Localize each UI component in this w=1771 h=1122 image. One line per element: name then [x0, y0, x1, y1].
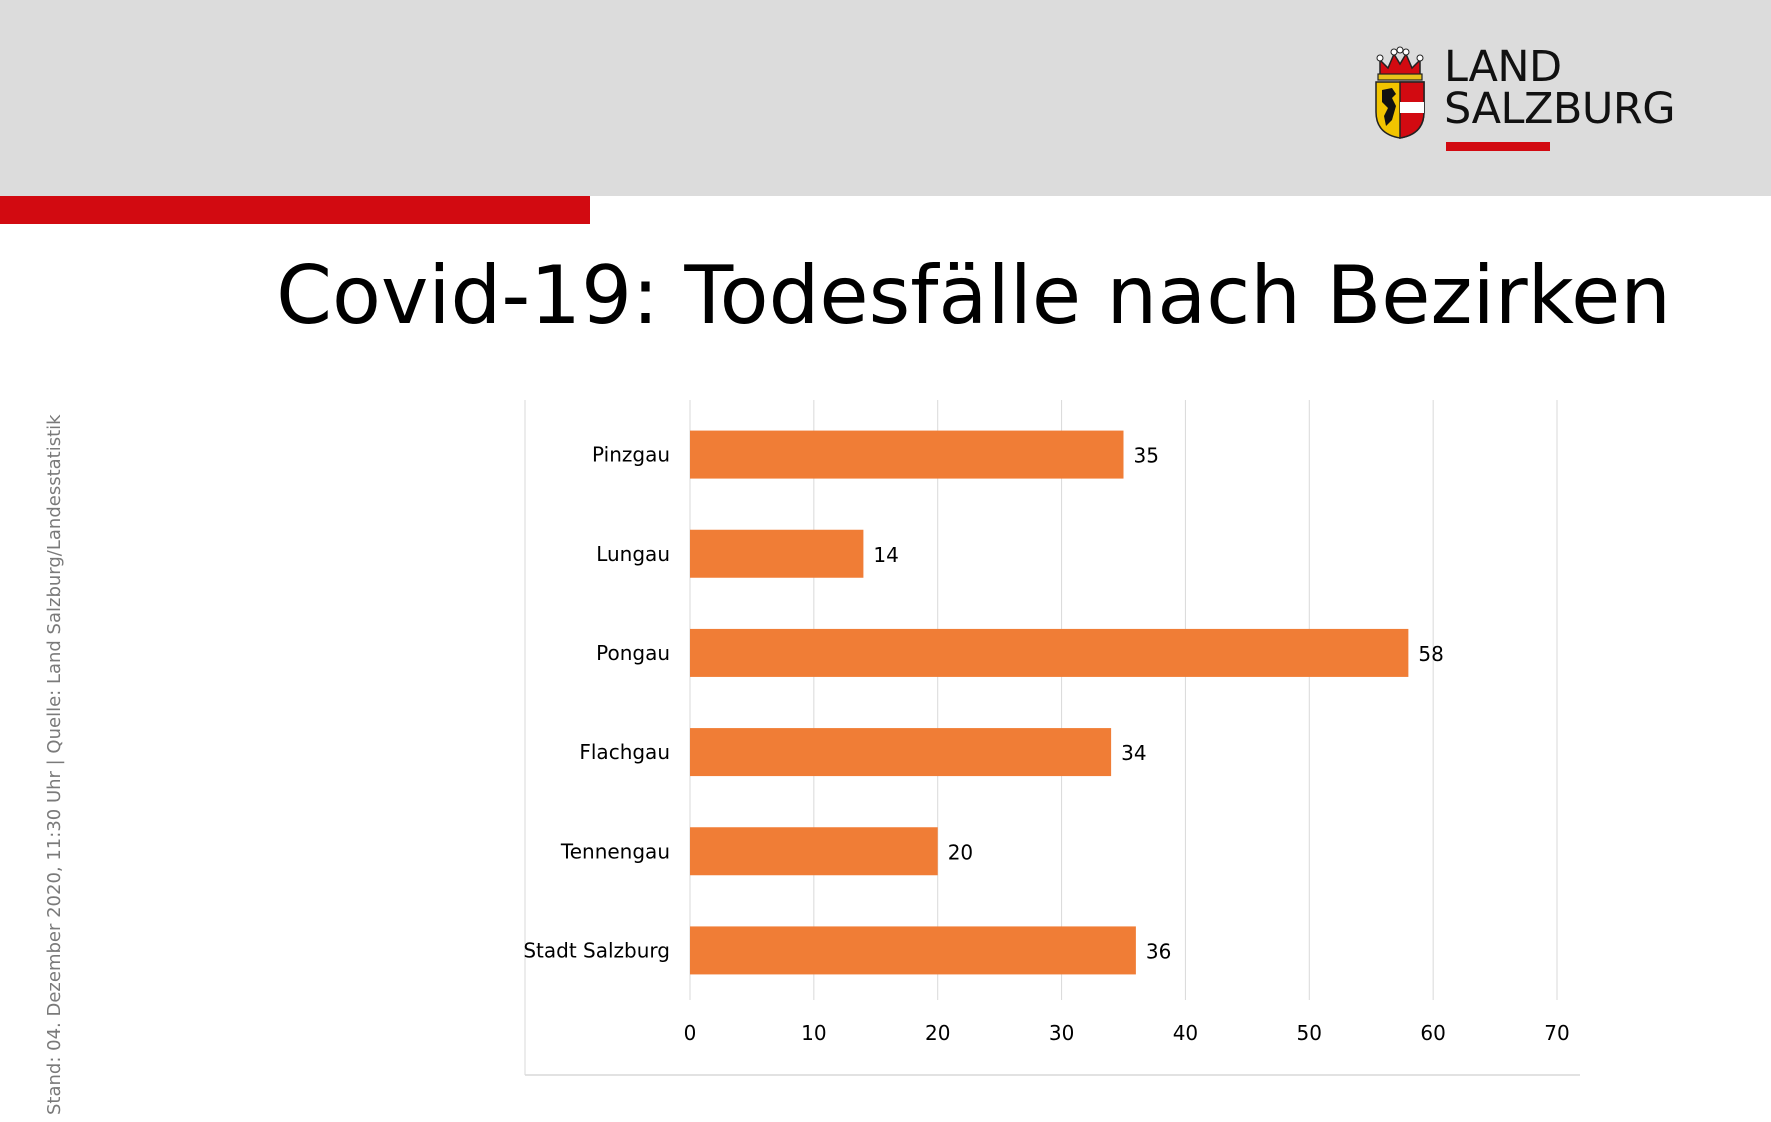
land-salzburg-logo: LAND SALZBURG	[1372, 40, 1732, 160]
bar-chart-svg: 0 10 20 30 40 50 60 70 Pinzgau 35 Lungau 14 Pongau 58…	[523, 400, 1580, 1076]
bar-4	[690, 728, 1112, 777]
category-label: Lungau	[596, 542, 670, 566]
logo-wordmark: LAND SALZBURG	[1444, 42, 1676, 134]
category-label: Tennengau	[560, 839, 670, 863]
category-label: Flachgau	[579, 740, 670, 764]
bar-3	[690, 628, 1409, 677]
category-label: Stadt Salzburg	[523, 938, 670, 962]
x-tick-label: 20	[925, 1021, 950, 1045]
data-label: 34	[1121, 741, 1146, 765]
data-label: 14	[873, 543, 898, 567]
logo-underline	[1446, 142, 1550, 151]
source-note: Stand: 04. Dezember 2020, 11:30 Uhr | Qu…	[44, 414, 65, 1115]
bar-2	[690, 529, 864, 578]
x-tick-label: 70	[1544, 1021, 1569, 1045]
bar-1	[690, 430, 1124, 479]
data-label: 20	[948, 840, 973, 864]
x-tick-label: 60	[1420, 1021, 1445, 1045]
data-label: 36	[1146, 939, 1171, 963]
bar-5	[690, 827, 938, 876]
page-title: Covid-19: Todesfälle nach Bezirken	[276, 249, 1671, 342]
logo-line-1: LAND	[1444, 42, 1562, 92]
x-tick-label: 0	[684, 1021, 697, 1045]
category-label: Pongau	[596, 641, 670, 665]
bar-chart: 0 10 20 30 40 50 60 70 Pinzgau 35 Lungau 14 Pongau 58…	[520, 400, 1590, 1085]
x-tick-label: 10	[801, 1021, 826, 1045]
bar-6	[690, 926, 1136, 975]
category-label: Pinzgau	[592, 443, 670, 467]
logo-line-2: SALZBURG	[1444, 84, 1676, 134]
data-label: 35	[1134, 444, 1159, 468]
x-tick-label: 30	[1049, 1021, 1074, 1045]
x-tick-label: 50	[1297, 1021, 1322, 1045]
data-label: 58	[1418, 642, 1443, 666]
x-tick-label: 40	[1173, 1021, 1198, 1045]
salzburg-coat-of-arms-icon	[1375, 46, 1425, 139]
accent-bar	[0, 196, 590, 224]
header-band	[0, 0, 1771, 196]
